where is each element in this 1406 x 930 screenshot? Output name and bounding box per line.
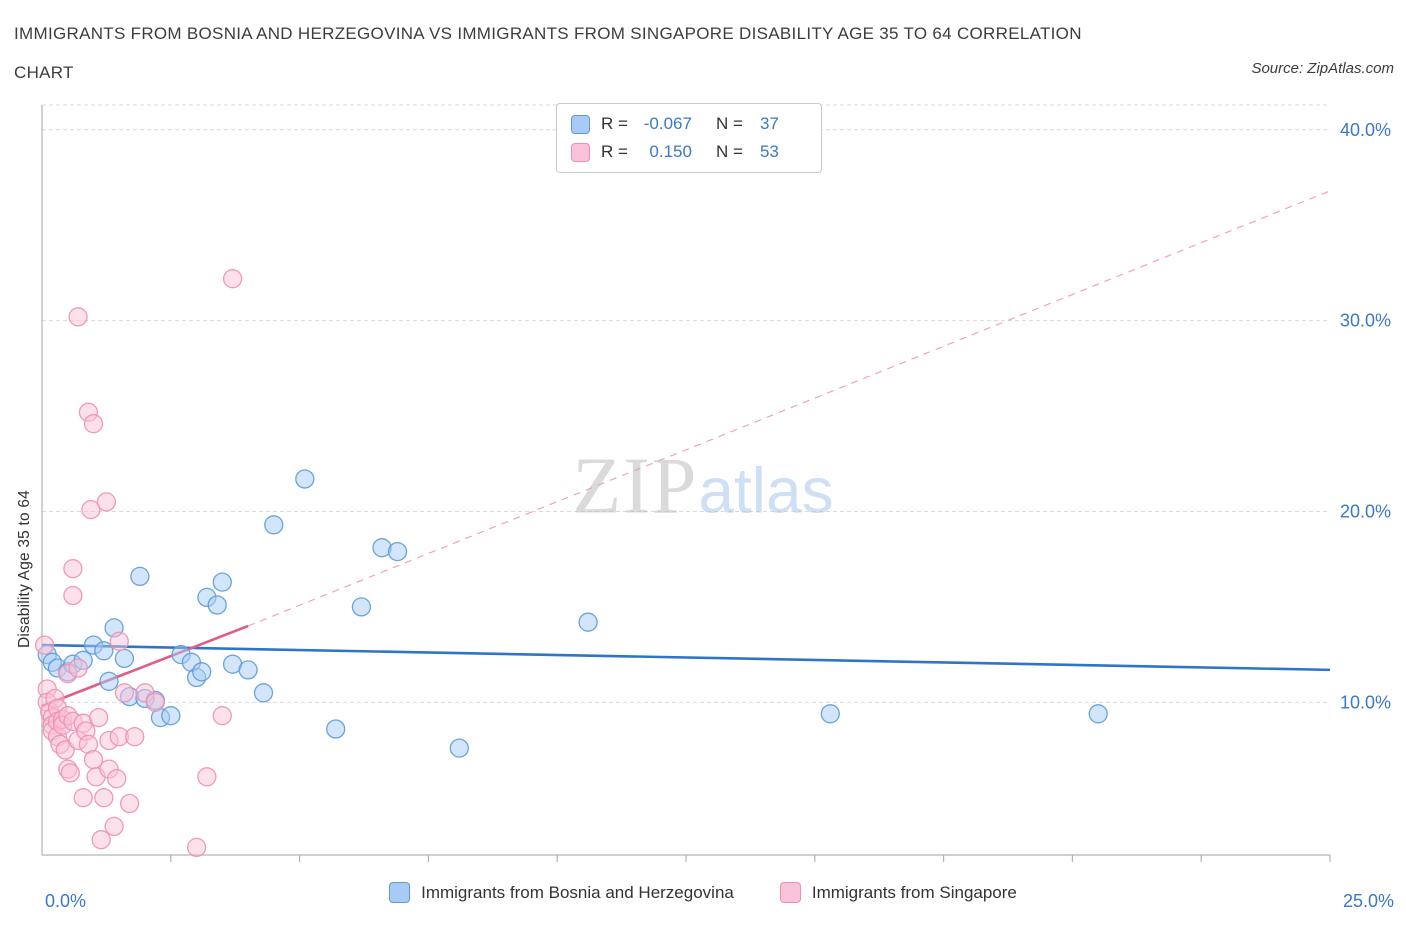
singapore-point	[55, 740, 75, 760]
singapore-point	[107, 769, 127, 789]
singapore-point	[145, 692, 165, 712]
singapore-point	[68, 658, 88, 678]
singapore-point	[125, 727, 145, 747]
bosnia-point	[449, 738, 469, 758]
singapore-point	[94, 788, 114, 808]
bosnia-point	[114, 648, 135, 669]
singapore-point	[119, 793, 140, 814]
y-tick-label: 10.0%	[1340, 692, 1391, 712]
bosnia-point	[264, 515, 284, 535]
bosnia-n-value: 37	[759, 114, 779, 133]
bosnia-point	[192, 662, 212, 682]
bosnia-point	[130, 566, 150, 587]
x-min-label: 0.0%	[45, 891, 86, 911]
bosnia-point	[295, 469, 315, 489]
legend-item-singapore: Immigrants from Singapore	[779, 882, 1017, 903]
bosnia-point	[212, 572, 232, 592]
page-title: IMMIGRANTS FROM BOSNIA AND HERZEGOVINA V…	[14, 14, 1082, 92]
n-label: N =	[715, 114, 743, 133]
singapore-point	[109, 631, 129, 651]
singapore-point	[104, 816, 124, 837]
singapore-point	[91, 830, 111, 850]
singapore-point	[197, 767, 217, 787]
singapore-legend-label: Immigrants from Singapore	[811, 882, 1017, 902]
y-tick-label: 20.0%	[1340, 501, 1391, 521]
singapore-point	[63, 585, 83, 606]
bosnia-point	[351, 597, 372, 617]
bosnia-point	[161, 706, 181, 726]
singapore-point	[60, 763, 80, 783]
x-max-label: 25.0%	[1343, 891, 1394, 911]
legend-item-bosnia: Immigrants from Bosnia and Herzegovina	[389, 882, 734, 903]
singapore-point	[114, 683, 135, 703]
page-title-line2: CHART	[14, 63, 74, 82]
n-label: N =	[715, 142, 743, 161]
bosnia-point	[326, 719, 346, 739]
r-label: R =	[601, 114, 628, 133]
y-axis-label: Disability Age 35 to 64	[16, 490, 33, 648]
bosnia-point	[238, 660, 258, 680]
correlation-stats-box: R = -0.067 N = 37 R = 0.150 N = 53	[556, 103, 822, 173]
singapore-n-value: 53	[759, 142, 779, 161]
singapore-legend-swatch	[779, 882, 801, 903]
singapore-point	[73, 788, 93, 808]
bosnia-legend-label: Immigrants from Bosnia and Herzegovina	[421, 882, 734, 902]
singapore-point	[83, 414, 104, 434]
bosnia-r-value: -0.067	[643, 114, 692, 133]
series-legend: Immigrants from Bosnia and Herzegovina I…	[0, 882, 1406, 903]
trend-line-dashed	[247, 190, 1331, 627]
bosnia-point	[1088, 704, 1108, 724]
stats-row-bosnia: R = -0.067 N = 37	[571, 114, 807, 134]
singapore-point	[34, 635, 55, 655]
singapore-point	[89, 707, 109, 728]
trend-line	[41, 624, 249, 708]
singapore-point	[222, 269, 243, 289]
singapore-point	[68, 307, 88, 327]
trend-line	[41, 643, 1331, 672]
bosnia-point	[387, 541, 408, 562]
r-label: R =	[601, 142, 628, 161]
singapore-r-value: 0.150	[649, 142, 692, 161]
singapore-point	[96, 492, 117, 512]
bosnia-point	[820, 704, 840, 724]
page-title-line1: IMMIGRANTS FROM BOSNIA AND HERZEGOVINA V…	[14, 24, 1082, 43]
bosnia-point	[99, 671, 119, 691]
source-credit: Source: ZipAtlas.com	[1251, 60, 1394, 77]
bosnia-swatch	[571, 114, 590, 134]
y-tick-label: 30.0%	[1340, 311, 1391, 331]
singapore-swatch	[571, 142, 590, 162]
bosnia-point	[207, 595, 227, 615]
singapore-point	[212, 706, 232, 726]
bosnia-point	[578, 612, 598, 632]
singapore-point	[63, 559, 83, 579]
singapore-point	[81, 499, 101, 520]
bosnia-legend-swatch	[389, 882, 411, 903]
y-tick-label: 40.0%	[1340, 120, 1391, 140]
bosnia-point	[253, 683, 274, 703]
singapore-point	[83, 749, 104, 770]
bosnia-point	[94, 641, 114, 661]
stats-row-singapore: R = 0.150 N = 53	[571, 142, 807, 162]
singapore-point	[186, 837, 207, 858]
